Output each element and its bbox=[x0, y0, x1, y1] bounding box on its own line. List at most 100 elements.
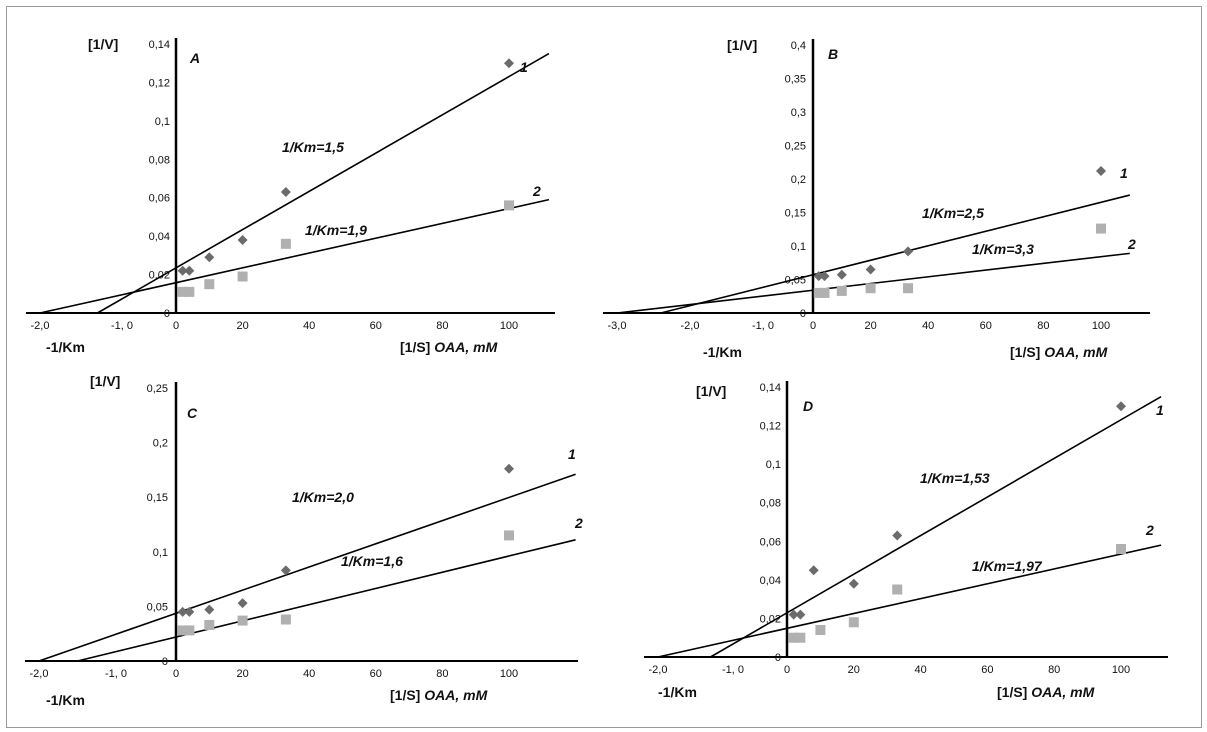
panel-b-x-title-italic: OAA, mM bbox=[1044, 344, 1107, 360]
panel-a-series-1-label: 1 bbox=[520, 59, 528, 75]
panel-d-series-2-point bbox=[788, 632, 799, 643]
panel-d-series-2-point bbox=[815, 625, 826, 635]
panel-b-y-tick-label: 0,35 bbox=[785, 74, 806, 86]
panel-b-series-1-point bbox=[819, 271, 830, 282]
panel-b-series-2-point bbox=[819, 287, 830, 298]
panel-c-series-2-point bbox=[184, 625, 195, 636]
panel-c-panel-letter: C bbox=[187, 405, 198, 421]
panel-a-series-1-point bbox=[204, 252, 215, 263]
panel-a-series-2-point bbox=[237, 271, 248, 282]
panel-b-panel-letter: B bbox=[828, 46, 838, 62]
panel-b-series-1-point bbox=[813, 271, 824, 282]
panel-b-x-tick-label: 80 bbox=[1037, 320, 1049, 332]
panel-c-y-tick-label: 0,05 bbox=[147, 601, 168, 613]
panel-b-x-axis-title: [1/S] OAA, mM bbox=[1010, 344, 1108, 360]
panel-c-x-tick-label: 100 bbox=[500, 668, 518, 680]
panel-c-x-tick-neg-label: -2,0 bbox=[30, 668, 49, 680]
panel-c-x-title-italic: OAA, mM bbox=[424, 687, 487, 703]
panel-a-series-2-km-label: 1/Km=1,9 bbox=[305, 222, 367, 238]
panel-d-series-2-point bbox=[848, 617, 859, 628]
panel-c-series-1-point bbox=[204, 604, 215, 615]
panel-a-neg-km-axis-label: -1/Km bbox=[46, 339, 85, 355]
panel-b-y-tick-label: 0,2 bbox=[791, 174, 806, 186]
panel-a-panel-letter: A bbox=[189, 50, 200, 66]
panel-d-series-1-point bbox=[808, 565, 819, 576]
panel-d-series-2-km-label: 1/Km=1,97 bbox=[972, 558, 1043, 574]
panel-a-y-tick-label: 0,02 bbox=[149, 270, 170, 282]
panel-c-series-1-point bbox=[504, 463, 514, 474]
panel-d-y-tick-label: 0,06 bbox=[760, 536, 781, 548]
panel-d-series-1-km-label: 1/Km=1,53 bbox=[920, 470, 990, 486]
panel-c-x-tick-label: 60 bbox=[370, 668, 382, 680]
panel-a-x-tick-label: 80 bbox=[436, 320, 448, 332]
panel-a-y-tick-label: 0,04 bbox=[149, 231, 170, 243]
panel-d-series-1-label: 1 bbox=[1156, 402, 1164, 418]
panel-b-series-2-point bbox=[865, 283, 876, 294]
panel-c-x-axis-title: [1/S] OAA, mM bbox=[390, 687, 488, 703]
panel-b-y-tick-label: 0,3 bbox=[791, 107, 806, 119]
panel-b-x-title-bracket: [1/S] bbox=[1010, 344, 1044, 360]
panel-c-y-tick-zero: 0 bbox=[162, 656, 168, 668]
panel-a-y-tick-label: 0,14 bbox=[149, 39, 170, 51]
panel-b-series-1-km-label: 1/Km=2,5 bbox=[922, 205, 984, 221]
panel-b-series-2-point bbox=[836, 285, 847, 296]
panel-a-y-tick-label: 0,1 bbox=[155, 116, 170, 128]
panel-b-x-tick-label: 0 bbox=[810, 320, 816, 332]
panel-a-series-2-label: 2 bbox=[532, 183, 541, 199]
panel-b-y-tick-label: 0,1 bbox=[791, 241, 806, 253]
panel-d-y-tick-zero: 0 bbox=[775, 652, 781, 664]
panel-b-x-tick-label: 60 bbox=[980, 320, 992, 332]
panel-c-series-2-point bbox=[504, 530, 514, 541]
panel-c-x-tick-label: 20 bbox=[236, 668, 248, 680]
panel-d-x-tick-label: 100 bbox=[1112, 664, 1130, 676]
panel-a-x-tick-neg-label: -1, 0 bbox=[111, 320, 133, 332]
panel-a-series-1-point bbox=[237, 234, 248, 245]
panel-b-series-2-label: 2 bbox=[1127, 236, 1136, 252]
panel-d-x-axis-title: [1/S] OAA, mM bbox=[997, 684, 1095, 700]
panel-b-neg-km-axis-label: -1/Km bbox=[703, 344, 742, 360]
panel-c-series-1-km-label: 1/Km=2,0 bbox=[292, 489, 354, 505]
panel-a-x-tick-label: 100 bbox=[500, 320, 518, 332]
panel-b-y-axis-title: [1/V] bbox=[727, 37, 757, 53]
panel-c-series-2-km-label: 1/Km=1,6 bbox=[341, 553, 403, 569]
panel-b-series-1-point bbox=[865, 264, 876, 275]
panel-b-y-tick-label: 0,15 bbox=[785, 208, 806, 220]
panel-c-x-tick-label: 40 bbox=[303, 668, 315, 680]
panel-a-x-axis-title: [1/S] OAA, mM bbox=[400, 339, 498, 355]
panel-b-series-1-point bbox=[1096, 165, 1106, 176]
panel-b-series-2-km-label: 1/Km=3,3 bbox=[972, 241, 1034, 257]
panel-a-series-2-point bbox=[177, 286, 188, 297]
panel-d-series-1-fit-line bbox=[710, 395, 1162, 658]
panel-a-x-tick-neg-label: -2,0 bbox=[31, 320, 50, 332]
panel-d-series-1-point bbox=[795, 609, 806, 620]
panel-d-x-tick-label: 0 bbox=[784, 664, 790, 676]
panel-a-series-1-point bbox=[177, 265, 188, 276]
panel-a-series-1-point bbox=[504, 58, 514, 69]
panel-d-y-tick-label: 0,1 bbox=[766, 459, 781, 471]
panel-a-x-tick-label: 0 bbox=[173, 320, 179, 332]
panel-a-series-2-point bbox=[504, 200, 514, 211]
panel-d-y-tick-label: 0,04 bbox=[760, 575, 781, 587]
panel-c-series-2-point bbox=[177, 625, 188, 636]
panel-a-series-2-fit-line bbox=[39, 198, 550, 314]
panel-c-y-tick-label: 0,2 bbox=[153, 438, 168, 450]
panel-c-series-2-fit-line bbox=[77, 539, 576, 662]
panel-c-y-axis-title: [1/V] bbox=[90, 373, 120, 389]
panel-c-y-tick-label: 0,1 bbox=[153, 547, 168, 559]
panel-c-neg-km-axis-label: -1/Km bbox=[46, 692, 85, 708]
panel-d-x-tick-label: 40 bbox=[914, 664, 926, 676]
panel-d-y-axis-title: [1/V] bbox=[696, 383, 726, 399]
panel-c-series-2-point bbox=[204, 619, 215, 630]
panel-c-series-1-fit-line bbox=[38, 473, 576, 662]
panel-a-series-2-point bbox=[280, 238, 291, 249]
panel-d-y-tick-label: 0,08 bbox=[760, 498, 781, 510]
panel-a-x-tick-label: 20 bbox=[236, 320, 248, 332]
panel-d-x-title-italic: OAA, mM bbox=[1031, 684, 1094, 700]
panel-c-series-1-point bbox=[237, 598, 248, 609]
panel-c-y-tick-label: 0,25 bbox=[147, 383, 168, 395]
panel-a-x-title-bracket: [1/S] bbox=[400, 339, 434, 355]
panel-d-series-1-point bbox=[1116, 401, 1126, 412]
panel-c-x-title-bracket: [1/S] bbox=[390, 687, 424, 703]
panel-d-panel-letter: D bbox=[803, 398, 813, 414]
panel-d-series-1-point bbox=[848, 578, 859, 589]
